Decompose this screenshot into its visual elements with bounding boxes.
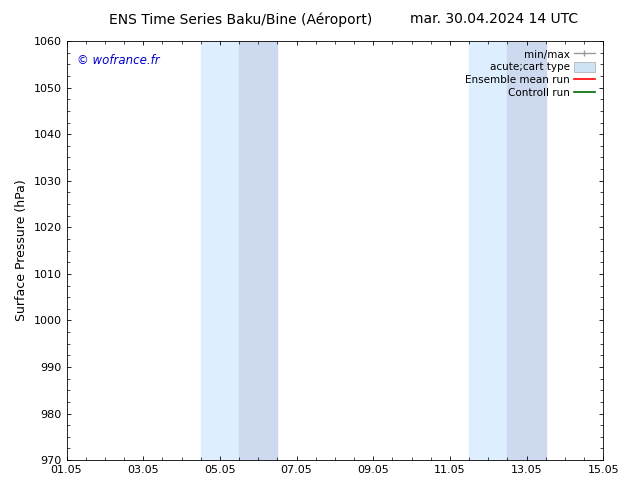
- Y-axis label: Surface Pressure (hPa): Surface Pressure (hPa): [15, 180, 28, 321]
- Bar: [239, 41, 277, 460]
- Bar: [201, 41, 239, 460]
- Text: © wofrance.fr: © wofrance.fr: [77, 53, 160, 67]
- Text: ENS Time Series Baku/Bine (Aéroport): ENS Time Series Baku/Bine (Aéroport): [109, 12, 373, 27]
- Bar: [507, 41, 546, 460]
- Legend: min/max, acute;cart type, Ensemble mean run, Controll run: min/max, acute;cart type, Ensemble mean …: [462, 46, 598, 101]
- Bar: [469, 41, 507, 460]
- Text: mar. 30.04.2024 14 UTC: mar. 30.04.2024 14 UTC: [410, 12, 579, 26]
